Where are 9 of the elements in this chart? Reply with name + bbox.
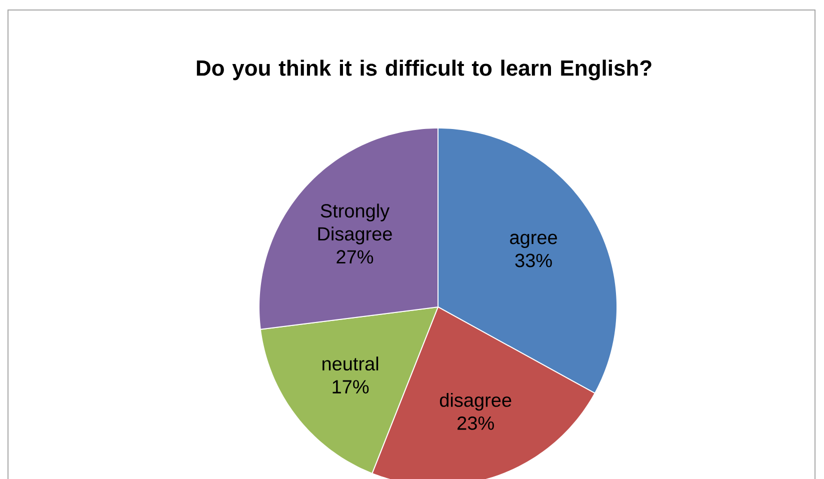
data-label: 23%	[458, 416, 494, 430]
data-label: 33%	[515, 254, 552, 268]
data-label: 27%	[336, 250, 374, 264]
slice-label: disagree	[440, 392, 512, 411]
data-label: 17%	[332, 380, 369, 394]
slice-label: Strongly Disagree	[318, 204, 392, 244]
slice-label: agree	[510, 234, 557, 248]
slice-label: neutral	[322, 356, 378, 371]
chart-title: Do you think it is difficult to learn English?	[196, 60, 652, 80]
